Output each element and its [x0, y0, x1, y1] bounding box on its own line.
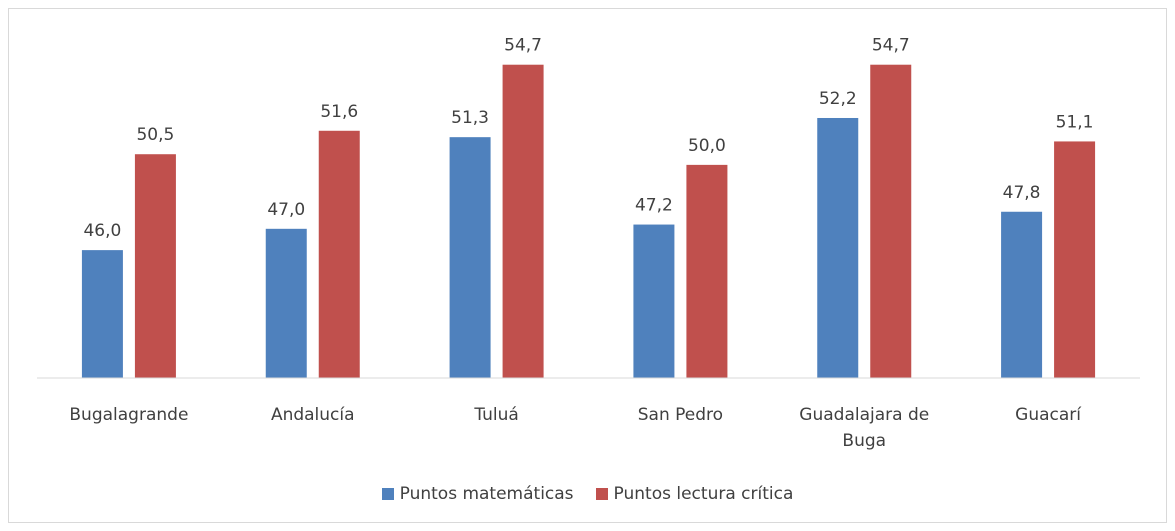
legend-swatch: [381, 488, 394, 500]
x-tick-label: Guacarí: [1015, 405, 1081, 425]
bar: [81, 250, 123, 378]
x-tick-label: San Pedro: [637, 405, 724, 425]
legend-swatch: [595, 488, 608, 500]
bar: [318, 130, 360, 378]
value-label: 52,2: [819, 89, 857, 109]
value-label: 50,0: [688, 136, 726, 156]
bar: [265, 228, 307, 378]
x-tick-label: Bugalagrande: [69, 405, 189, 425]
x-tick-label: Tuluá: [474, 405, 519, 425]
x-tick-label: Guadalajara de Buga: [799, 405, 930, 451]
legend-label: Puntos lectura crítica: [613, 484, 794, 504]
bar: [870, 64, 912, 379]
value-label: 54,7: [872, 36, 910, 56]
legend-label: Puntos matemáticas: [399, 484, 574, 504]
x-tick-label: Andalucía: [270, 405, 355, 425]
value-label: 51,6: [320, 102, 358, 122]
value-label: 51,1: [1056, 112, 1094, 132]
value-label: 50,5: [136, 125, 174, 145]
bar: [134, 154, 176, 378]
legend-item: Puntos lectura crítica: [595, 484, 794, 504]
chart-border: [8, 8, 1167, 523]
bar: [1054, 141, 1096, 378]
bar: [686, 164, 728, 378]
bar: [817, 117, 859, 379]
value-label: 54,7: [504, 36, 542, 56]
value-label: 46,0: [83, 221, 121, 241]
value-label: 47,8: [1003, 183, 1041, 203]
legend-item: Puntos matemáticas: [381, 484, 574, 504]
value-label: 51,3: [451, 108, 489, 128]
bar: [449, 137, 491, 378]
value-label: 47,2: [635, 196, 673, 216]
bar: [502, 64, 544, 379]
bar: [633, 224, 675, 378]
value-label: 47,0: [267, 200, 305, 220]
legend: Puntos matemáticas Puntos lectura crítica: [0, 484, 1175, 504]
bar: [1001, 211, 1043, 378]
